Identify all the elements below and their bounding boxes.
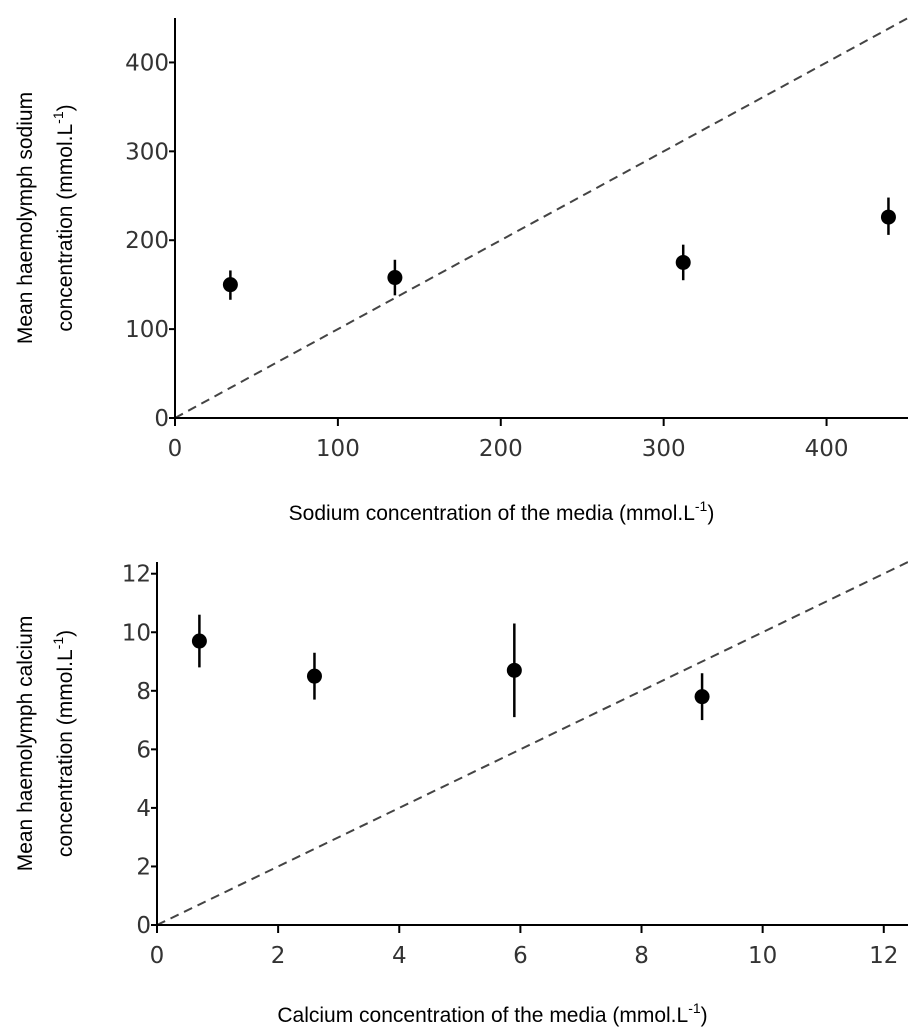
sodium-x-axis-title-text: Sodium concentration of the media (mmol.…: [289, 502, 695, 525]
calcium-x-axis-title-end: ): [701, 1004, 708, 1027]
sodium-y-tick-label: 0: [154, 406, 169, 432]
sodium-data-point: [880, 209, 896, 225]
calcium-y-axis-title-end: ): [54, 630, 77, 637]
calcium-x-tick-label: 6: [513, 943, 528, 969]
calcium-y-axis-title-sup: -1: [50, 637, 66, 650]
sodium-y-axis-title-line1: Mean haemolymph sodium: [14, 92, 37, 344]
calcium-data-point: [306, 668, 322, 684]
sodium-x-tick-label: 400: [805, 436, 849, 462]
sodium-chart: 0 100 200 300 400 0 100 200 300 400 Sodium concent…: [14, 17, 908, 525]
calcium-x-tick-label: 12: [869, 943, 898, 969]
calcium-chart: 0 2 4 6 8 10 12 0 2 4 6 8 10 12 Calcium concentration …: [14, 561, 908, 1027]
calcium-data-point: [694, 689, 710, 705]
calcium-reference-line: [156, 561, 908, 926]
sodium-y-axis-title-sup: -1: [50, 111, 66, 124]
sodium-y-tick-label: 100: [125, 317, 169, 343]
sodium-x-tick-label: 300: [642, 436, 686, 462]
calcium-data-point: [191, 633, 207, 649]
calcium-x-tick-label: 4: [392, 943, 407, 969]
sodium-data-point: [675, 254, 691, 270]
calcium-y-tick-label: 6: [136, 737, 151, 763]
calcium-y-tick-label: 0: [136, 913, 151, 939]
calcium-x-axis-title: Calcium concentration of the media (mmol…: [277, 1000, 707, 1027]
sodium-x-tick-label: 200: [479, 436, 523, 462]
sodium-y-axis-title-text: concentration (mmol.L: [54, 124, 77, 332]
calcium-x-tick-label: 8: [634, 943, 649, 969]
calcium-y-tick-label: 4: [136, 796, 151, 822]
calcium-x-tick-label: 0: [150, 943, 165, 969]
calcium-y-axis-title-text: concentration (mmol.L: [54, 649, 77, 857]
calcium-x-axis-title-text: Calcium concentration of the media (mmol…: [277, 1004, 688, 1027]
sodium-x-tick-label: 100: [316, 436, 360, 462]
sodium-y-tick-label: 200: [125, 228, 169, 254]
calcium-y-tick-label: 12: [122, 562, 151, 588]
calcium-y-tick-label: 10: [122, 620, 151, 646]
sodium-x-axis-title-sup: -1: [695, 498, 708, 514]
sodium-data-point: [387, 270, 403, 286]
calcium-y-axis-title-line1: Mean haemolymph calcium: [14, 616, 37, 872]
sodium-data-point: [222, 277, 238, 293]
sodium-x-axis-title: Sodium concentration of the media (mmol.…: [289, 498, 715, 525]
sodium-y-axis-title-end: ): [54, 104, 77, 111]
calcium-y-axis-title-line2: concentration (mmol.L-1): [50, 630, 77, 857]
calcium-y-tick-label: 8: [136, 679, 151, 705]
sodium-reference-line: [174, 17, 908, 419]
calcium-x-axis-title-sup: -1: [688, 1000, 701, 1016]
calcium-x-tick-label: 10: [748, 943, 777, 969]
sodium-x-tick-label: 0: [168, 436, 183, 462]
calcium-y-tick-label: 2: [136, 854, 151, 880]
calcium-data-point: [506, 662, 522, 678]
sodium-y-tick-label: 400: [125, 50, 169, 76]
calcium-x-tick-label: 2: [271, 943, 286, 969]
sodium-y-tick-label: 300: [125, 139, 169, 165]
sodium-x-axis-title-end: ): [707, 502, 714, 525]
sodium-y-axis-title-line2: concentration (mmol.L-1): [50, 104, 77, 331]
